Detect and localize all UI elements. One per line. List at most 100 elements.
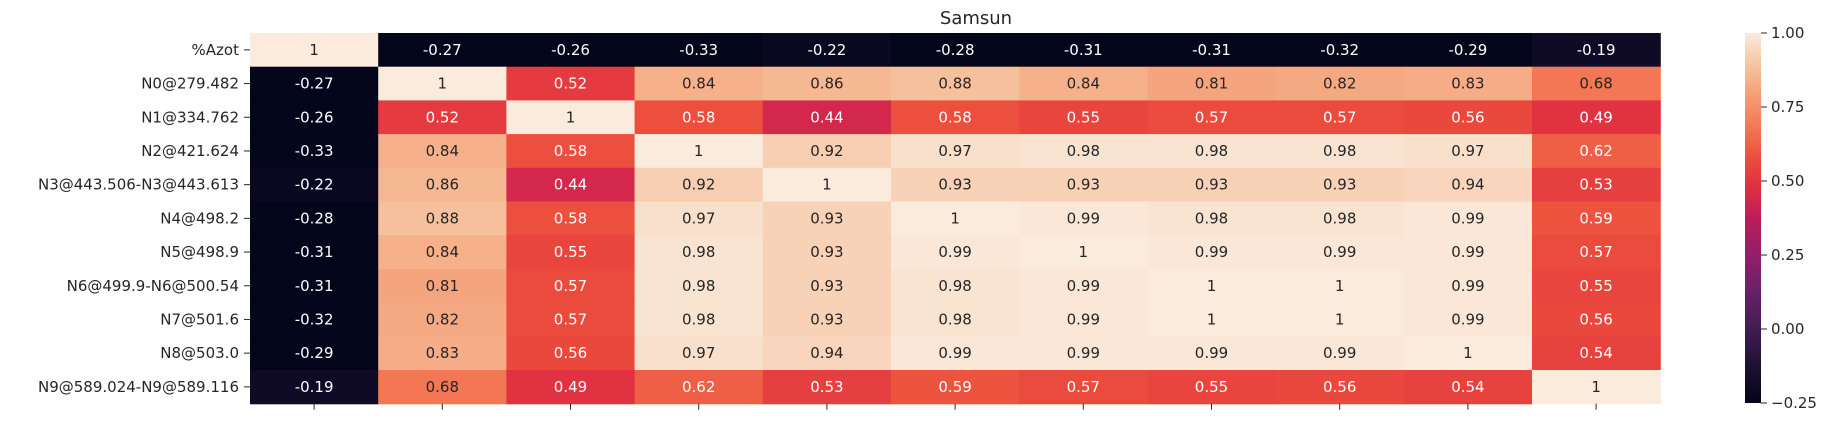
- cell-value-label: 0.83: [1451, 75, 1484, 93]
- cell-value-label: -0.32: [295, 310, 334, 328]
- cell-value-label: -0.27: [423, 41, 462, 59]
- chart-title: Samsun: [940, 8, 1012, 29]
- cell-value-label: 0.58: [938, 108, 971, 126]
- cell-value-label: 1: [1207, 277, 1217, 295]
- heatmap-cell: [891, 134, 1020, 169]
- cell-value-label: 0.93: [1323, 176, 1356, 194]
- heatmap-cell: [634, 370, 764, 405]
- heatmap-cell: [891, 167, 1020, 203]
- heatmap-cell: [762, 167, 892, 203]
- heatmap-cell: [1403, 167, 1533, 203]
- heatmap-cell: [891, 100, 1020, 135]
- heatmap-cell: [634, 268, 764, 304]
- cell-value-label: 0.99: [1323, 243, 1356, 261]
- heatmap-cell: [506, 235, 636, 270]
- cell-value-label: 0.57: [1195, 108, 1228, 126]
- heatmap-cell: [1532, 235, 1661, 270]
- cell-value-label: 0.94: [810, 344, 843, 362]
- heatmap-cell: [1019, 235, 1148, 270]
- cell-value-label: 0.97: [938, 142, 971, 160]
- y-tick-label: N2@421.624: [141, 142, 239, 160]
- cell-value-label: 0.62: [1579, 142, 1612, 160]
- heatmap-cell: [506, 33, 636, 68]
- cell-value-label: 0.56: [1323, 378, 1356, 396]
- cell-value-label: 0.99: [1195, 243, 1228, 261]
- heatmap-cell: [634, 134, 764, 169]
- heatmap-cell: [1532, 370, 1661, 405]
- cell-value-label: 0.82: [1323, 75, 1356, 93]
- cell-value-label: 0.93: [810, 243, 843, 261]
- cell-value-label: -0.31: [1064, 41, 1103, 59]
- cell-value-label: 0.57: [554, 277, 587, 295]
- cell-value-label: -0.29: [1448, 41, 1487, 59]
- cell-value-label: 0.83: [426, 344, 459, 362]
- cell-value-label: 0.56: [554, 344, 587, 362]
- heatmap-cell: [1019, 33, 1148, 68]
- heatmap-cell: [1403, 33, 1533, 68]
- cell-value-label: 0.93: [810, 209, 843, 227]
- cell-value-label: 1: [1207, 310, 1217, 328]
- heatmap-cell: [1403, 302, 1533, 337]
- cell-value-label: 0.99: [1195, 344, 1228, 362]
- cell-value-label: 0.55: [1067, 108, 1100, 126]
- cell-value-label: 0.98: [1195, 142, 1228, 160]
- heatmap-cell: [1532, 302, 1661, 337]
- colorbar-tick-label: 0.00: [1771, 320, 1804, 338]
- heatmap-cell: [1275, 33, 1405, 68]
- heatmap-cell: [250, 235, 379, 270]
- heatmap-cell: [1147, 235, 1277, 270]
- heatmap-cell: [250, 167, 379, 203]
- heatmap-cell: [506, 201, 636, 236]
- heatmap-cell: [1532, 268, 1661, 304]
- heatmap-cell: [762, 268, 892, 304]
- y-tick-label: N4@498.2: [160, 209, 239, 227]
- cell-value-label: -0.19: [295, 378, 334, 396]
- heatmap-cell: [1403, 268, 1533, 304]
- heatmap-cell: [1532, 100, 1661, 135]
- heatmap-cell: [250, 134, 379, 169]
- cell-value-label: -0.19: [1577, 41, 1616, 59]
- colorbar-gradient: [1745, 33, 1761, 403]
- y-axis: %Azot N0@279.482 N1@334.762 N2@421.624 N3@44…: [38, 41, 250, 396]
- cell-value-label: 0.54: [1451, 378, 1484, 396]
- cell-value-label: 0.93: [938, 176, 971, 194]
- heatmap-cell: [378, 33, 507, 68]
- heatmap-cell: [634, 302, 764, 337]
- cell-value-label: 0.57: [1579, 243, 1612, 261]
- cell-value-label: 0.52: [426, 108, 459, 126]
- colorbar-tick-label: −0.25: [1771, 394, 1817, 412]
- cell-value-label: 1: [566, 108, 576, 126]
- cell-value-label: 0.97: [1451, 142, 1484, 160]
- heatmap-cell: [250, 370, 379, 405]
- cell-value-label: 0.54: [1579, 344, 1612, 362]
- cell-value-label: -0.31: [1192, 41, 1231, 59]
- heatmap-cell: [891, 268, 1020, 304]
- heatmap-cell: [1019, 302, 1148, 337]
- heatmap-cell: [1147, 134, 1277, 169]
- cell-value-label: 0.92: [682, 176, 715, 194]
- cell-value-label: 0.97: [682, 344, 715, 362]
- cell-value-label: 0.62: [682, 378, 715, 396]
- heatmap-cell: [1275, 370, 1405, 405]
- heatmap-cell: [1147, 370, 1277, 405]
- cell-value-label: -0.26: [551, 41, 590, 59]
- cell-value-label: 0.99: [938, 243, 971, 261]
- heatmap-cell: [1403, 134, 1533, 169]
- y-tick-label: N6@499.9-N6@500.54: [67, 277, 239, 295]
- heatmap-cell: [1147, 201, 1277, 236]
- cell-value-label: 0.59: [1579, 209, 1612, 227]
- heatmap-cell: [891, 235, 1020, 270]
- cell-value-label: 1: [438, 75, 448, 93]
- cell-value-label: -0.22: [807, 41, 846, 59]
- cell-value-label: 0.68: [426, 378, 459, 396]
- heatmap-cell: [378, 336, 507, 371]
- heatmap-cell: [1275, 66, 1405, 101]
- cell-value-label: 0.81: [426, 277, 459, 295]
- heatmap-cell: [250, 268, 379, 304]
- heatmap-cell: [250, 201, 379, 236]
- heatmap-cell: [1019, 370, 1148, 405]
- heatmap-cell: [762, 370, 892, 405]
- heatmap-cell: [891, 302, 1020, 337]
- cell-value-label: -0.32: [1320, 41, 1359, 59]
